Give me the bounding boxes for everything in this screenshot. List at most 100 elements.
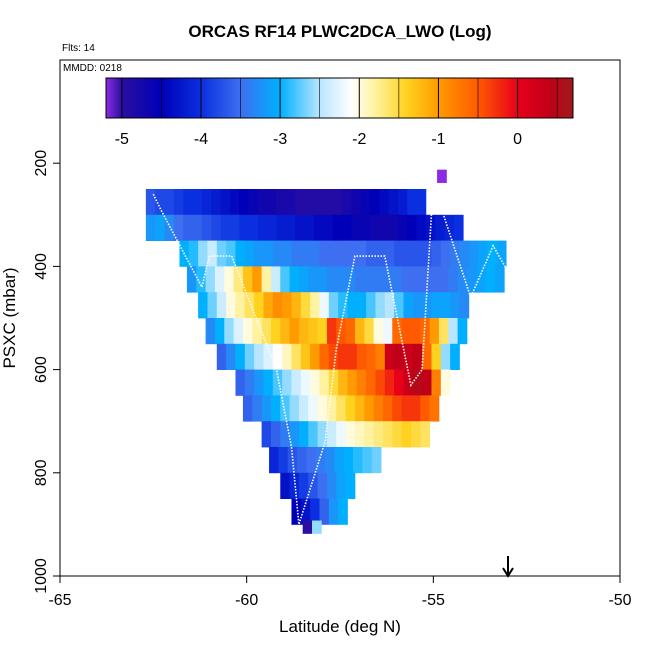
heatmap-cell <box>345 421 356 448</box>
heatmap-cell <box>183 214 193 241</box>
heatmap-cell <box>164 189 175 216</box>
heatmap-cell <box>183 189 193 216</box>
heatmap-cell <box>257 189 268 216</box>
flights-label: Flts: 14 <box>62 43 95 54</box>
heatmap-cell <box>326 266 337 293</box>
heatmap-cell <box>347 369 358 396</box>
heatmap-cell <box>332 189 343 216</box>
heatmap-cell <box>347 292 358 319</box>
heatmap-cell <box>317 266 328 293</box>
heatmap-cell <box>244 292 255 319</box>
heatmap-cell <box>326 318 337 345</box>
heatmap-cell <box>360 189 371 216</box>
heatmap-cell <box>248 189 259 216</box>
heatmap-cell <box>341 214 352 241</box>
heatmap-cell <box>401 266 412 293</box>
heatmap-cell <box>375 240 386 267</box>
heatmap-cell <box>269 447 279 474</box>
heatmap-cell <box>468 240 479 267</box>
heatmap-cell <box>412 292 423 319</box>
heatmap-cell <box>328 292 339 319</box>
heatmap-cell <box>214 266 225 293</box>
heatmap-cell <box>356 369 367 396</box>
heatmap-cell <box>244 240 255 267</box>
heatmap-cell <box>328 498 339 525</box>
heatmap-cell <box>276 214 287 241</box>
heatmap-cell <box>369 214 380 241</box>
heatmap-cell <box>369 189 380 216</box>
heatmap-cell <box>336 266 346 293</box>
heatmap-cell <box>310 343 320 370</box>
heatmap-cell <box>343 447 354 474</box>
heatmap-cell <box>270 266 281 293</box>
heatmap-cell <box>366 240 376 267</box>
heatmap-cell <box>310 292 320 319</box>
heatmap-cell <box>270 421 281 448</box>
heatmap-cell <box>315 447 326 474</box>
heatmap-cell <box>220 189 231 216</box>
heatmap-cell <box>312 520 322 534</box>
heatmap-cell <box>336 421 346 448</box>
heatmap-cell <box>438 318 449 345</box>
heatmap-cell <box>317 472 328 499</box>
heatmap-cell <box>496 240 507 267</box>
heatmap-cell <box>267 189 277 216</box>
heatmap-cell <box>244 343 255 370</box>
heatmap-cell <box>201 214 212 241</box>
heatmap-cell <box>450 343 460 370</box>
heatmap-cell <box>457 318 468 345</box>
heatmap-cell <box>242 395 253 422</box>
heatmap-cell <box>440 292 451 319</box>
heatmap-cell <box>310 369 320 396</box>
heatmap-cell <box>270 318 281 345</box>
heatmap-cell <box>220 214 231 241</box>
heatmap-cell <box>254 292 264 319</box>
heatmap-cell <box>366 343 376 370</box>
heatmap-cell <box>235 292 246 319</box>
heatmap-cell <box>345 395 356 422</box>
y-axis: 200 400 600 800 1000 <box>33 150 61 594</box>
heatmap-cell <box>291 369 302 396</box>
heatmap-cell <box>291 498 302 525</box>
heatmap-cell <box>205 266 216 293</box>
heatmap-cell <box>401 318 412 345</box>
heatmap-cell <box>280 421 290 448</box>
heatmap-cell <box>354 395 365 422</box>
heatmap-cell <box>308 266 318 293</box>
heatmap-cell <box>356 292 367 319</box>
heatmap-cell <box>173 214 184 241</box>
heatmap-cell <box>155 214 165 241</box>
heatmap-cell <box>308 421 318 448</box>
heatmap-cell <box>373 421 384 448</box>
flight-track <box>152 183 568 525</box>
heatmap-cells <box>145 169 507 534</box>
heatmap-cell <box>211 189 221 216</box>
heatmap-cell <box>226 292 236 319</box>
heatmap-cell <box>457 266 468 293</box>
heatmap-cell <box>317 395 328 422</box>
heatmap-cell <box>403 369 414 396</box>
heatmap-cell <box>487 240 498 267</box>
heatmap-cell <box>280 395 290 422</box>
heatmap-cell <box>280 318 290 345</box>
heatmap-cell <box>364 318 374 345</box>
heatmap-cell <box>394 369 404 396</box>
heatmap-cell <box>371 447 382 474</box>
heatmap-cell <box>272 240 283 267</box>
heatmap-cell <box>263 343 274 370</box>
heatmap-cell <box>323 189 333 216</box>
heatmap-cell <box>226 343 236 370</box>
colorbar-tick-label: -5 <box>115 131 129 148</box>
heatmap-cell <box>244 369 255 396</box>
heatmap-cell <box>401 395 412 422</box>
x-tick-label: -50 <box>608 592 631 609</box>
heatmap-cell <box>235 240 246 267</box>
heatmap-cell <box>272 369 283 396</box>
y-tick-label: 800 <box>33 459 50 486</box>
x-axis-label: Latitude (deg N) <box>279 617 401 636</box>
heatmap-cell <box>382 266 393 293</box>
heatmap-cell <box>263 369 274 396</box>
heatmap-cell <box>239 189 249 216</box>
heatmap-cell <box>319 240 330 267</box>
heatmap-cell <box>295 189 305 216</box>
